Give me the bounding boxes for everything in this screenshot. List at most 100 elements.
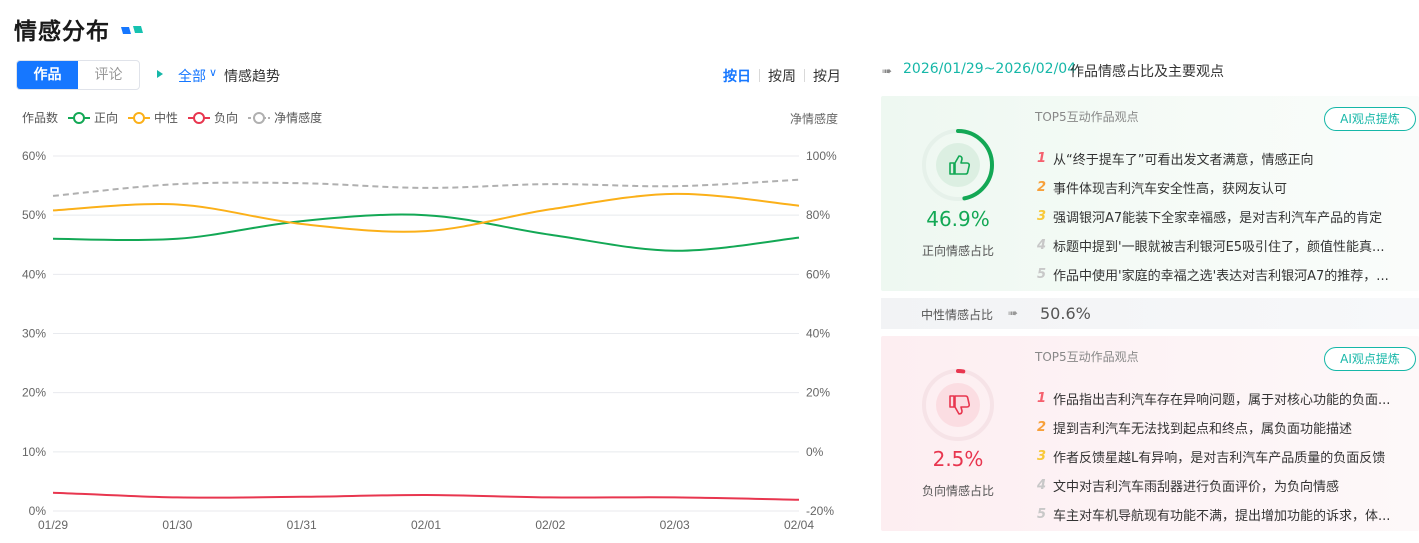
series-net-sentiment-line [52,178,800,197]
x-tick-label: 02/02 [535,518,565,532]
arrow-right-icon: ➠ [882,64,893,78]
list-item[interactable]: 1 作品指出吉利汽车存在异响问题，属于对核心功能的负面... [1037,384,1417,413]
legend-label: 正向 [94,111,119,125]
tab-works[interactable]: 作品 [17,61,78,89]
opinion-text: 强调银河A7能装下全家幸福感，是对吉利汽车产品的肯定 [1053,211,1383,226]
legend-item-neutral[interactable]: 中性 [128,109,178,126]
opinion-text: 车主对车机导航现有功能不满，提出增加功能的诉求，体... [1053,509,1391,524]
y-tick-label: 30% [22,327,46,341]
granularity-week-button[interactable]: 按周 [768,69,796,85]
y2-tick-label: -20% [806,504,834,518]
negative-ring [922,369,994,441]
right-axis-title: 净情感度 [790,112,839,126]
positive-ring [922,129,994,201]
granularity-month-button[interactable]: 按月 [813,69,841,85]
series-positive-line [52,213,800,252]
sentiment-trend-chart: 60% 100% 50% 80% 40% 60% 30% 40% 20% 20% 10% 0% 0% -2… [22,149,837,532]
x-tick-label: 01/31 [287,518,317,532]
series-neutral-line [52,192,800,233]
y-tick-label: 60% [22,149,46,163]
rank-number: 1 [1037,391,1047,406]
divider [759,69,760,82]
opinion-text: 提到吉利汽车无法找到起点和终点，属负面功能描述 [1053,422,1353,437]
legend-item-positive[interactable]: 正向 [68,109,118,126]
list-item[interactable]: 3 强调银河A7能装下全家幸福感，是对吉利汽车产品的肯定 [1037,202,1417,231]
neutral-percent: 50.6% [1040,304,1091,323]
y-tick-label: 20% [22,386,46,400]
thumbs-down-icon [949,395,971,415]
legend-label: 负向 [214,111,239,125]
tab-comments[interactable]: 评论 [94,67,123,83]
rank-number: 5 [1037,507,1047,522]
list-item[interactable]: 4 文中对吉利汽车雨刮器进行负面评价，为负向情感 [1037,471,1417,500]
top5-title: TOP5互动作品观点 [1035,110,1139,124]
positive-label: 正向情感占比 [921,244,994,258]
opinion-text: 从“终于提车了”可看出发文者满意，情感正向 [1053,153,1314,168]
chart-legend: 作品数 正向 中性 负向 净情感度 [22,109,322,126]
legend-item-net[interactable]: 净情感度 [248,109,322,126]
series-negative-line [52,491,800,501]
list-item[interactable]: 3 作者反馈星越L有异响，是对吉利汽车产品质量的负面反馈 [1037,442,1417,471]
title-decoration-icon [121,26,143,34]
rank-number: 1 [1037,151,1047,166]
negative-opinion-list: 1 作品指出吉利汽车存在异响问题，属于对核心功能的负面... 2 提到吉利汽车无法找… [1037,384,1417,529]
opinion-text: 作品指出吉利汽车存在异响问题，属于对核心功能的负面... [1053,393,1391,408]
y2-tick-label: 80% [806,208,830,222]
y-tick-label: 50% [22,208,46,222]
rank-number: 2 [1037,180,1047,195]
rank-number: 3 [1037,449,1047,464]
positive-opinion-list: 1 从“终于提车了”可看出发文者满意，情感正向 2 事件体现吉利汽车安全性高，获网友… [1037,144,1417,289]
legend-label: 净情感度 [274,111,323,125]
chevron-down-icon[interactable]: ∨ [209,66,218,79]
legend-marker-icon [188,111,211,124]
x-tick-label: 02/01 [411,518,441,532]
x-tick-label: 02/03 [660,518,690,532]
x-tick-label: 02/04 [784,518,814,532]
date-range: 2026/01/29~2026/02/04 [903,61,1077,77]
y2-tick-label: 0% [806,445,824,459]
positive-percent: 46.9% [926,207,990,231]
negative-panel: 2.5% 负向情感占比 TOP5互动作品观点 AI观点提炼 1 作品指出吉利汽车存… [881,336,1419,531]
y2-tick-label: 20% [806,386,830,400]
positive-panel: 46.9% 正向情感占比 TOP5互动作品观点 AI观点提炼 1 从“终于提车了”… [881,96,1419,291]
opinion-text: 作品中使用'家庭的幸福之选'表达对吉利银河A7的推荐，... [1053,269,1389,284]
legend-marker-icon [248,111,271,124]
y-tick-label: 40% [22,267,46,281]
list-item[interactable]: 4 标题中提到'一眼就被吉利银河E5吸引住了，颜值性能真... [1037,231,1417,260]
rank-number: 2 [1037,420,1047,435]
y-tick-label: 10% [22,445,46,459]
trend-label: 情感趋势 [224,69,280,85]
opinion-text: 文中对吉利汽车雨刮器进行负面评价，为负向情感 [1053,480,1340,495]
top5-title: TOP5互动作品观点 [1035,350,1139,364]
legend-label: 中性 [154,111,179,125]
left-axis-title: 作品数 [22,111,59,125]
y2-tick-label: 60% [806,267,830,281]
neutral-label: 中性情感占比 [921,308,994,322]
x-tick-label: 01/29 [38,518,68,532]
legend-marker-icon [68,111,91,124]
rank-number: 4 [1037,478,1047,493]
play-icon [157,70,163,78]
list-item[interactable]: 5 作品中使用'家庭的幸福之选'表达对吉利银河A7的推荐，... [1037,260,1417,289]
rank-number: 4 [1037,238,1047,253]
legend-item-negative[interactable]: 负向 [188,109,238,126]
list-item[interactable]: 2 事件体现吉利汽车安全性高，获网友认可 [1037,173,1417,202]
thumbs-up-icon [949,155,971,175]
list-item[interactable]: 5 车主对车机导航现有功能不满，提出增加功能的诉求，体... [1037,500,1417,529]
granularity-day-button[interactable]: 按日 [723,69,751,85]
list-item[interactable]: 1 从“终于提车了”可看出发文者满意，情感正向 [1037,144,1417,173]
opinion-text: 事件体现吉利汽车安全性高，获网友认可 [1053,182,1288,197]
page-title: 情感分布 [14,19,110,45]
y2-tick-label: 100% [806,149,837,163]
y-tick-label: 0% [29,504,47,518]
y2-tick-label: 40% [806,327,830,341]
date-range-description: 作品情感占比及主要观点 [1070,64,1224,80]
list-item[interactable]: 2 提到吉利汽车无法找到起点和终点，属负面功能描述 [1037,413,1417,442]
ai-extract-button[interactable]: AI观点提炼 [1324,107,1416,131]
negative-label: 负向情感占比 [921,484,994,498]
content-type-tabs: 作品 评论 [16,60,140,90]
opinion-text: 标题中提到'一眼就被吉利银河E5吸引住了，颜值性能真... [1053,240,1385,255]
neutral-summary-row: 中性情感占比 ➠ 50.6% [881,298,1419,329]
filter-dropdown[interactable]: 全部 [178,69,206,85]
ai-extract-button[interactable]: AI观点提炼 [1324,347,1416,371]
